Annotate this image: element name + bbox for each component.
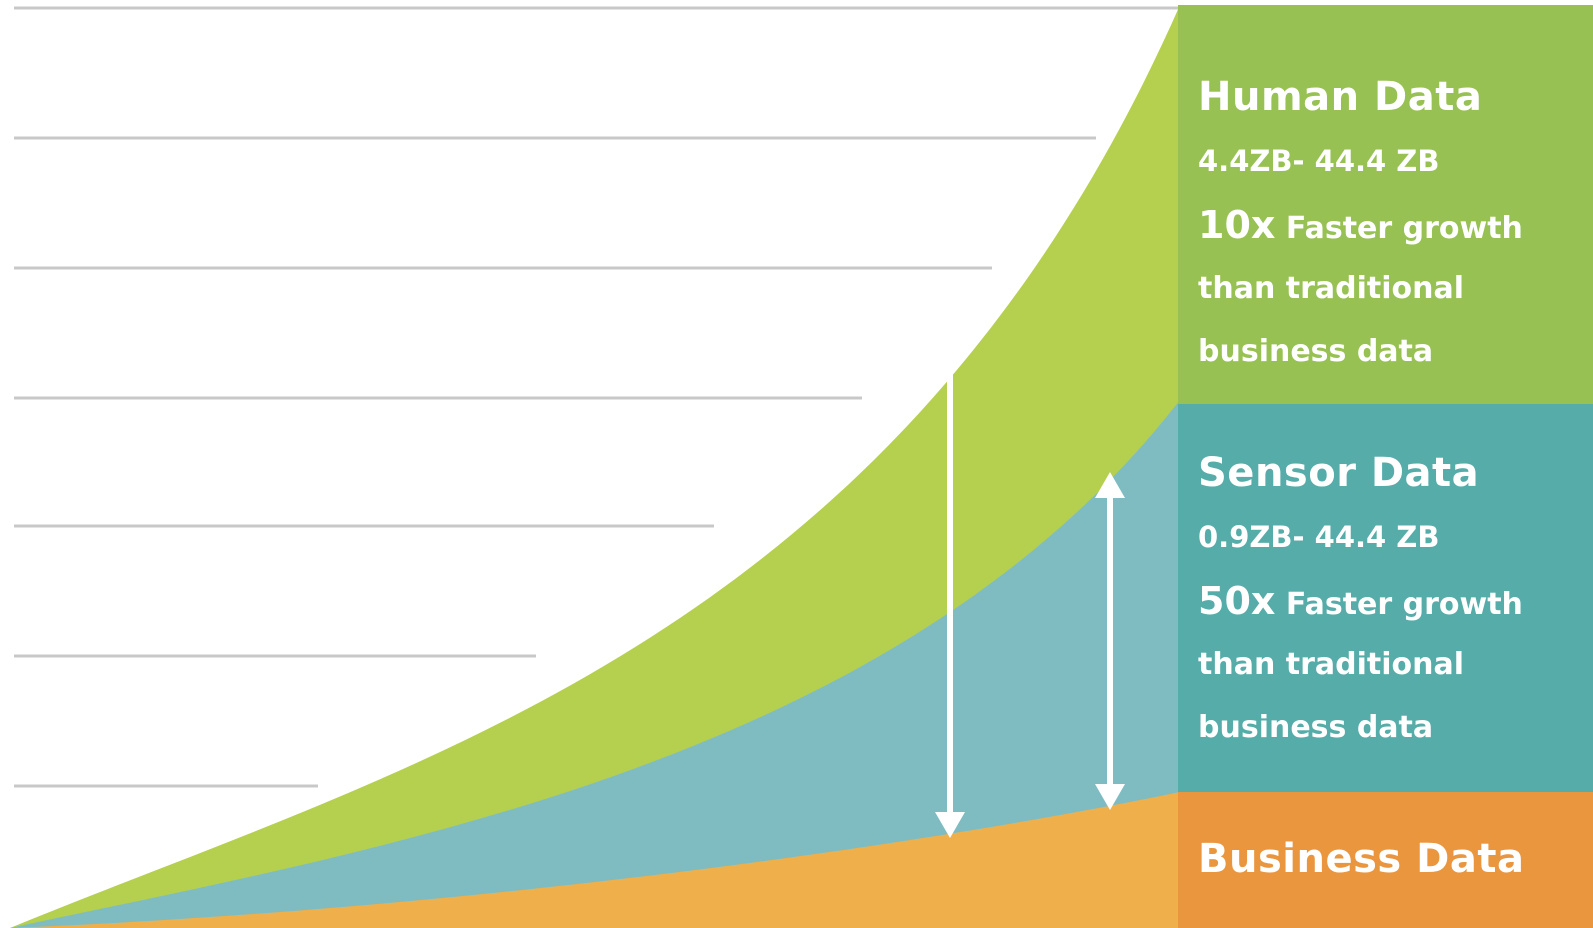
arrow-head-down — [1095, 784, 1125, 810]
sensor-data-range: 0.9ZB- 44.4 ZB — [1198, 520, 1440, 554]
sensor-data-line3: business data — [1198, 710, 1434, 745]
human-data-range: 4.4ZB- 44.4 ZB — [1198, 144, 1440, 178]
business-data-area — [10, 792, 1180, 928]
human-data-legend: Human Data 4.4ZB- 44.4 ZB 10x Faster gro… — [1178, 6, 1593, 404]
human-data-line2: than traditional — [1198, 271, 1465, 306]
sensor-data-legend: Sensor Data 0.9ZB- 44.4 ZB 50x Faster gr… — [1178, 404, 1593, 792]
human-data-growth: 10x Faster growth — [1198, 194, 1593, 257]
sensor-data-growth-text: Faster growth — [1285, 587, 1523, 622]
arrow-head-down — [935, 812, 965, 838]
arrow-shaft — [1107, 496, 1113, 786]
sensor-data-multiplier: 50x — [1198, 579, 1276, 623]
arrow-shaft — [947, 342, 953, 814]
arrow-head-up — [935, 318, 965, 344]
sensor-data-line2: than traditional — [1198, 647, 1465, 682]
arrow-head-up — [1095, 472, 1125, 498]
human-data-growth-arrow — [935, 318, 965, 838]
human-data-line3: business data — [1198, 334, 1434, 369]
business-data-panel-bg — [1178, 792, 1593, 928]
gridlines — [14, 6, 1178, 788]
sensor-data-panel-bg — [1178, 404, 1593, 792]
human-data-growth-text: Faster growth — [1285, 211, 1523, 246]
human-data-title: Human Data — [1198, 74, 1483, 120]
sensor-data-area — [10, 400, 1180, 928]
business-data-title: Business Data — [1198, 836, 1525, 882]
sensor-data-growth: 50x Faster growth — [1198, 570, 1593, 633]
sensor-data-growth-arrow — [1095, 472, 1125, 810]
human-data-multiplier: 10x — [1198, 203, 1276, 247]
human-data-panel-bg — [1178, 5, 1593, 404]
business-data-legend: Business Data — [1178, 792, 1593, 928]
sensor-data-title: Sensor Data — [1198, 450, 1480, 496]
